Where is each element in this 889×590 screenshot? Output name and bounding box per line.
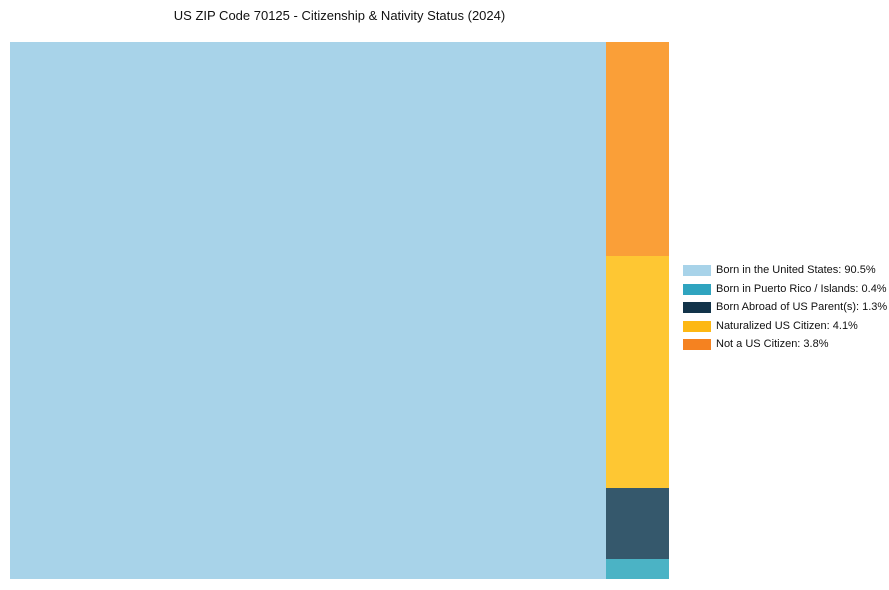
legend-swatch-born-in-puerto-rico-islands xyxy=(683,283,711,295)
legend-swatch-born-abroad-of-us-parents xyxy=(683,302,711,313)
legend-item: Born in the United States: 90.5% xyxy=(683,265,887,276)
legend-item: Born in Puerto Rico / Islands: 0.4% xyxy=(683,282,887,295)
legend-item-label: Born in Puerto Rico / Islands: 0.4% xyxy=(716,282,887,295)
legend-item-label: Born Abroad of US Parent(s): 1.3% xyxy=(716,301,888,313)
treemap-block-born-in-the-united-states xyxy=(10,42,606,579)
legend-item-label: Not a US Citizen: 3.8% xyxy=(716,338,829,350)
legend: Born in the United States: 90.5% Born in… xyxy=(683,265,887,358)
legend-item: Born Abroad of US Parent(s): 1.3% xyxy=(683,302,887,313)
treemap-block-born-in-puerto-rico-islands xyxy=(606,559,669,579)
legend-swatch-born-in-the-united-states xyxy=(683,265,711,276)
legend-swatch-not-a-us-citizen xyxy=(683,339,711,350)
legend-item-label: Born in the United States: 90.5% xyxy=(716,264,876,276)
legend-item: Not a US Citizen: 3.8% xyxy=(683,339,887,350)
treemap-block-born-abroad-of-us-parents xyxy=(606,488,669,559)
treemap-block-naturalized-us-citizen xyxy=(606,256,669,488)
chart-title: US ZIP Code 70125 - Citizenship & Nativi… xyxy=(173,8,506,23)
legend-item-label: Naturalized US Citizen: 4.1% xyxy=(716,319,858,332)
treemap-block-not-a-us-citizen xyxy=(606,42,669,256)
legend-swatch-naturalized-us-citizen xyxy=(683,320,711,332)
legend-item: Naturalized US Citizen: 4.1% xyxy=(683,319,887,332)
